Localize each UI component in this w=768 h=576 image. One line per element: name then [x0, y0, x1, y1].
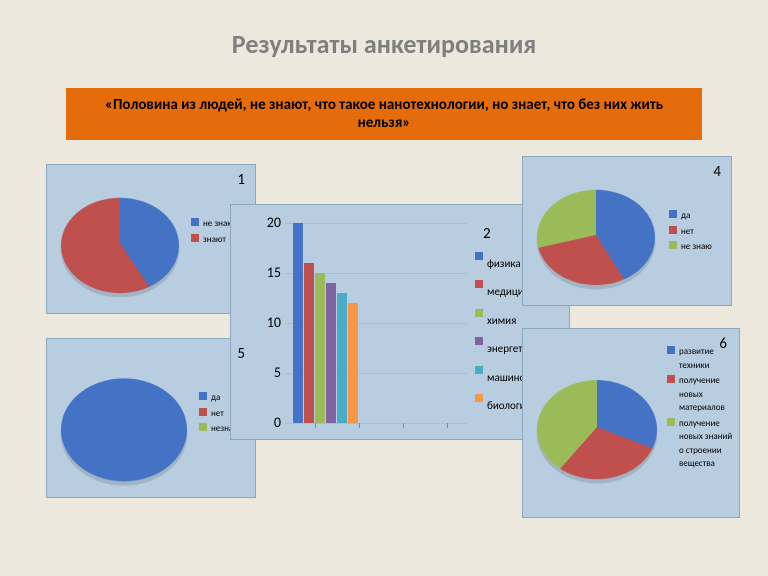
legend-row: получение новых материалов [667, 374, 739, 415]
legend-label: знают [203, 233, 226, 247]
chart-panel-2: 2 05101520 физикамедицинахимияэнергетика… [230, 204, 570, 440]
legend-row: получение новых знаний о строении вещест… [667, 417, 739, 471]
pie-chart-4 [534, 190, 658, 285]
bar [337, 293, 347, 423]
page-title: Результаты анкетирования [0, 28, 768, 60]
legend-swatch [475, 394, 483, 402]
legend-label: не знаю [681, 240, 712, 254]
legend-swatch [669, 210, 677, 218]
pie-chart-1 [58, 198, 182, 293]
y-tick-label: 0 [259, 414, 281, 431]
panel-2-number: 2 [483, 225, 491, 243]
legend-label: получение новых материалов [679, 374, 739, 415]
legend-label: развитие техники [679, 345, 739, 372]
legend-swatch [669, 226, 677, 234]
legend-swatch [191, 234, 199, 242]
bar [326, 283, 336, 423]
panel-1-number: 1 [237, 171, 245, 189]
y-tick-label: 20 [259, 214, 281, 231]
legend-row: развитие техники [667, 345, 739, 372]
legend-swatch [475, 366, 483, 374]
pie-chart-5 [57, 378, 190, 481]
legend-swatch [199, 423, 207, 431]
legend-swatch [475, 337, 483, 345]
legend-row: да [669, 209, 712, 223]
chart-panel-6: 6 развитие техникиполучение новых матери… [522, 328, 740, 518]
chart-panel-1: 1 не знаютзнают [46, 164, 256, 314]
legend-6: развитие техникиполучение новых материал… [667, 345, 739, 473]
gridline [285, 223, 467, 224]
panel-6-number: 6 [719, 335, 727, 353]
bar [315, 273, 325, 423]
bar [293, 223, 303, 423]
legend-swatch [475, 252, 483, 260]
legend-row: нет [669, 225, 712, 239]
legend-swatch [475, 309, 483, 317]
bar [348, 303, 358, 423]
gridline [285, 423, 467, 424]
panel-5-number: 5 [237, 345, 245, 363]
quote-text: «Половина из людей, не знают, что такое … [78, 96, 690, 132]
bar [304, 263, 314, 423]
quote-banner: «Половина из людей, не знают, что такое … [66, 88, 702, 140]
legend-swatch [667, 346, 675, 354]
legend-swatch [475, 280, 483, 288]
y-tick-label: 5 [259, 364, 281, 381]
legend-label: да [211, 391, 220, 405]
y-tick-label: 15 [259, 264, 281, 281]
legend-label: да [681, 209, 690, 223]
legend-row: не знаю [669, 240, 712, 254]
chart-panel-4: 4 да нетне знаю [522, 156, 732, 306]
legend-swatch [667, 375, 675, 383]
pie-chart-6 [534, 380, 661, 479]
legend-label: химия [487, 308, 516, 334]
legend-swatch [667, 418, 675, 426]
legend-label: нет [211, 407, 224, 421]
legend-swatch [669, 241, 677, 249]
panel-4-number: 4 [713, 163, 721, 181]
legend-label: получение новых знаний о строении вещест… [679, 417, 739, 471]
chart-panel-5: 5 данетнезнаю [46, 338, 256, 498]
legend-label: физика [487, 251, 521, 277]
legend-swatch [199, 408, 207, 416]
legend-swatch [191, 218, 199, 226]
legend-4: да нетне знаю [669, 209, 712, 256]
legend-label: нет [681, 225, 694, 239]
legend-swatch [199, 392, 207, 400]
y-tick-label: 10 [259, 314, 281, 331]
